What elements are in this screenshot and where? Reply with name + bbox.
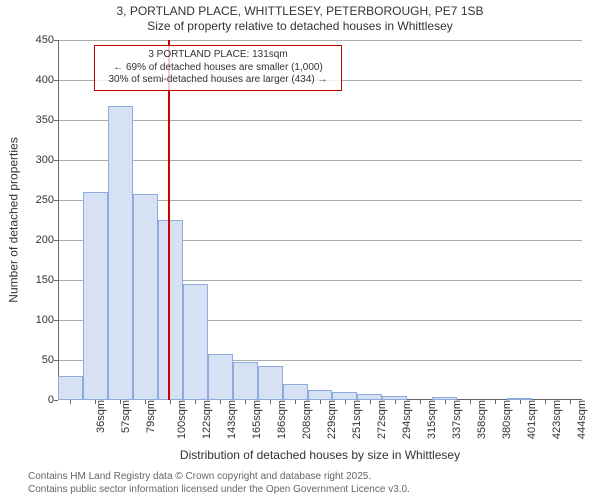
x-tick-label: 100sqm xyxy=(176,400,188,439)
y-tick-label: 150 xyxy=(14,274,54,286)
x-tick-mark xyxy=(145,400,146,404)
x-axis-label-text: Distribution of detached houses by size … xyxy=(180,448,460,462)
title-line-1: 3, PORTLAND PLACE, WHITTLESEY, PETERBORO… xyxy=(0,4,600,19)
x-tick-mark xyxy=(320,400,321,404)
reference-line xyxy=(168,40,170,400)
x-tick-label: 337sqm xyxy=(451,400,463,439)
histogram-bar xyxy=(183,284,208,400)
figure-root: 3, PORTLAND PLACE, WHITTLESEY, PETERBORO… xyxy=(0,0,600,500)
x-tick-mark xyxy=(445,400,446,404)
histogram-bar xyxy=(283,384,308,400)
histogram-bar xyxy=(58,376,83,400)
y-tick-mark xyxy=(54,400,58,401)
x-tick-label: 229sqm xyxy=(326,400,338,439)
y-tick-label: 450 xyxy=(14,34,54,46)
y-tick-label: 200 xyxy=(14,234,54,246)
footer-attribution: Contains HM Land Registry data © Crown c… xyxy=(28,471,410,496)
y-axis-label: Number of detached properties xyxy=(6,40,22,400)
x-tick-mark xyxy=(420,400,421,404)
y-tick-mark xyxy=(54,80,58,81)
annotation-line: 30% of semi-detached houses are larger (… xyxy=(101,74,335,87)
histogram-bar xyxy=(308,390,333,400)
x-tick-label: 423sqm xyxy=(551,400,563,439)
y-tick-label: 100 xyxy=(14,314,54,326)
x-tick-label: 272sqm xyxy=(376,400,388,439)
y-tick-label: 350 xyxy=(14,114,54,126)
x-tick-mark xyxy=(270,400,271,404)
annotation-line: 3 PORTLAND PLACE: 131sqm xyxy=(101,49,335,62)
y-tick-label: 300 xyxy=(14,154,54,166)
x-tick-mark xyxy=(495,400,496,404)
x-tick-label: 358sqm xyxy=(476,400,488,439)
x-tick-mark xyxy=(245,400,246,404)
x-tick-label: 401sqm xyxy=(526,400,538,439)
x-tick-mark xyxy=(170,400,171,404)
y-tick-label: 250 xyxy=(14,194,54,206)
x-tick-label: 186sqm xyxy=(276,400,288,439)
y-tick-label: 0 xyxy=(14,394,54,406)
gridline xyxy=(58,160,582,161)
y-tick-label: 400 xyxy=(14,74,54,86)
x-tick-label: 79sqm xyxy=(145,400,157,433)
x-tick-mark xyxy=(120,400,121,404)
histogram-bar xyxy=(233,362,258,400)
x-tick-mark xyxy=(220,400,221,404)
x-tick-mark xyxy=(545,400,546,404)
y-tick-label: 50 xyxy=(14,354,54,366)
x-tick-mark xyxy=(70,400,71,404)
x-tick-label: 315sqm xyxy=(426,400,438,439)
x-tick-mark xyxy=(195,400,196,404)
x-tick-label: 122sqm xyxy=(201,400,213,439)
x-tick-label: 208sqm xyxy=(301,400,313,439)
x-tick-mark xyxy=(470,400,471,404)
gridline xyxy=(58,120,582,121)
x-tick-label: 444sqm xyxy=(576,400,588,439)
y-tick-mark xyxy=(54,40,58,41)
x-tick-label: 294sqm xyxy=(401,400,413,439)
x-tick-label: 165sqm xyxy=(251,400,263,439)
chart-title: 3, PORTLAND PLACE, WHITTLESEY, PETERBORO… xyxy=(0,4,600,34)
y-tick-mark xyxy=(54,360,58,361)
x-tick-mark xyxy=(570,400,571,404)
histogram-bar xyxy=(108,106,133,400)
x-tick-mark xyxy=(295,400,296,404)
footer-line-1: Contains HM Land Registry data © Crown c… xyxy=(28,471,410,484)
x-tick-label: 380sqm xyxy=(501,400,513,439)
footer-line-2: Contains public sector information licen… xyxy=(28,484,410,497)
y-tick-mark xyxy=(54,320,58,321)
x-tick-mark xyxy=(520,400,521,404)
y-tick-mark xyxy=(54,200,58,201)
histogram-bar xyxy=(83,192,108,400)
histogram-bar xyxy=(258,366,283,400)
x-axis-label: Distribution of detached houses by size … xyxy=(58,448,582,462)
title-line-2: Size of property relative to detached ho… xyxy=(0,19,600,34)
y-tick-mark xyxy=(54,280,58,281)
histogram-bar xyxy=(332,392,357,400)
histogram-bar xyxy=(133,194,158,400)
y-tick-mark xyxy=(54,240,58,241)
y-tick-mark xyxy=(54,160,58,161)
x-tick-mark xyxy=(370,400,371,404)
x-tick-label: 251sqm xyxy=(351,400,363,439)
plot-area: 05010015020025030035040045036sqm57sqm79s… xyxy=(58,40,582,400)
annotation-line: ← 69% of detached houses are smaller (1,… xyxy=(101,62,335,75)
x-tick-mark xyxy=(95,400,96,404)
gridline xyxy=(58,40,582,41)
y-tick-mark xyxy=(54,120,58,121)
histogram-bar xyxy=(208,354,233,400)
x-tick-label: 57sqm xyxy=(120,400,132,433)
annotation-box: 3 PORTLAND PLACE: 131sqm← 69% of detache… xyxy=(94,45,342,91)
x-tick-label: 36sqm xyxy=(96,400,108,433)
x-tick-mark xyxy=(395,400,396,404)
x-tick-mark xyxy=(345,400,346,404)
x-tick-label: 143sqm xyxy=(226,400,238,439)
